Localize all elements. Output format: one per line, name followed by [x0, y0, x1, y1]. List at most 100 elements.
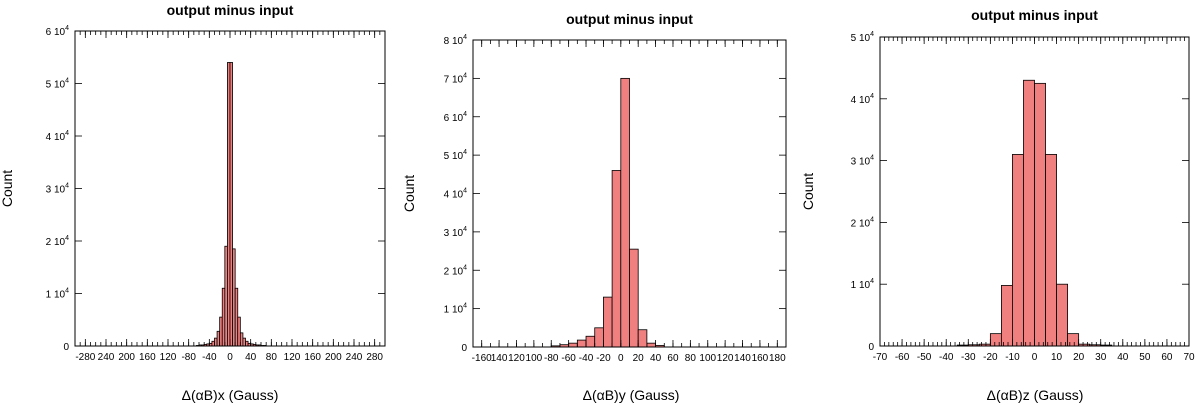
y-tick-label: 2 104: [851, 216, 874, 229]
chart-panel-y: output minus input -160 140 120 100 -80 -60 -40…: [400, 0, 800, 405]
y-tick-label: 8 104: [444, 34, 467, 47]
y-tick-label: 2 104: [444, 264, 467, 277]
y-tick-mantissa: 0: [868, 342, 874, 353]
y-tick-exponent: 4: [463, 264, 467, 271]
y-axis-label: Count: [800, 173, 816, 210]
y-tick-exponent: 4: [65, 288, 69, 295]
y-tick-mantissa: 4 10: [46, 132, 66, 143]
bar-6: [603, 296, 613, 348]
y-tick-label: 5 104: [444, 149, 467, 162]
y-tick-mantissa: 6 10: [444, 113, 464, 124]
bar-8: [1045, 154, 1057, 347]
y-tick-exponent: 4: [463, 303, 467, 310]
bar-9: [629, 248, 639, 348]
y-tick-exponent: 4: [463, 72, 467, 79]
x-tick-label: 140: [734, 353, 751, 364]
x-tick-label: 100: [526, 353, 543, 364]
x-tick-label: 80: [685, 353, 697, 364]
y-tick-mantissa: 5 10: [444, 151, 464, 162]
y-tick-label: 1 104: [46, 288, 69, 301]
y-tick-label: 7 104: [444, 72, 467, 85]
x-tick-label: -20: [983, 352, 998, 363]
x-axis-label: Δ(αB)y (Gauss): [583, 387, 680, 403]
x-tick-label: 240: [98, 352, 115, 363]
chart-panel-x: output minus input -280 240 200 160 120 -80 -40…: [0, 0, 400, 405]
x-tick-label: -30: [961, 352, 976, 363]
bar-7: [1034, 82, 1046, 347]
y-axis-label: Count: [401, 175, 417, 212]
y-tick-exponent: 4: [65, 130, 69, 137]
x-tick-label: 20: [1073, 352, 1085, 363]
bar-8: [620, 77, 630, 348]
x-tick-label: 50: [1139, 352, 1151, 363]
x-tick-label: 240: [346, 352, 363, 363]
x-tick-label: -280: [75, 352, 95, 363]
bar-9: [1056, 283, 1069, 347]
x-tick-label: 10: [1051, 352, 1063, 363]
x-tick-label: 180: [769, 353, 786, 364]
y-tick-label: 4 104: [46, 130, 69, 143]
y-tick-mantissa: 1 10: [46, 290, 66, 301]
x-tick-label: 160: [752, 353, 769, 364]
bar-5: [594, 327, 604, 348]
y-tick-label: 6 104: [444, 111, 467, 124]
y-tick-mantissa: 2 10: [444, 266, 464, 277]
bars-group: [196, 62, 267, 347]
x-tick-label: 280: [366, 352, 383, 363]
x-tick-label: 60: [1161, 352, 1173, 363]
y-tick-mantissa: 4 10: [851, 95, 871, 106]
histogram-y: output minus input-160 140 120 100 -80 -60 -40…: [401, 11, 787, 403]
x-tick-label: -80: [181, 352, 196, 363]
x-tick-label: 30: [1095, 352, 1107, 363]
x-minor-ticks: [879, 37, 1190, 346]
y-tick-label: 0: [63, 342, 69, 353]
bars-group: [550, 77, 665, 348]
y-tick-exponent: 4: [463, 111, 467, 118]
x-tick-label: 20: [633, 353, 645, 364]
y-tick-exponent: 4: [463, 226, 467, 233]
y-tick-label: 3 104: [851, 155, 874, 168]
y-tick-label: 1 104: [444, 303, 467, 316]
x-tick-label: 0: [618, 353, 624, 364]
x-tick-label: 160: [304, 352, 321, 363]
bar-5: [1012, 154, 1024, 347]
x-tick-label: 140: [491, 353, 508, 364]
y-tick-label: 3 104: [46, 183, 69, 196]
x-minor-ticks: [74, 31, 386, 346]
y-tick-label: 0: [461, 343, 467, 354]
x-tick-label: -40: [939, 352, 954, 363]
y-ticks: [880, 36, 1189, 347]
y-tick-exponent: 4: [870, 278, 874, 285]
x-tick-label: 120: [717, 353, 734, 364]
x-tick-label: 200: [118, 352, 135, 363]
x-tick-label: 0: [1032, 352, 1038, 363]
y-tick-mantissa: 3 10: [851, 157, 871, 168]
y-tick-mantissa: 1 10: [444, 305, 464, 316]
x-tick-label: 40: [245, 352, 257, 363]
chart-title: output minus input: [167, 2, 294, 18]
x-tick-label: -10: [1005, 352, 1020, 363]
y-tick-label: 5 104: [46, 78, 69, 91]
bar-3: [989, 333, 1002, 347]
x-tick-label: 60: [667, 353, 679, 364]
y-tick-label: 4 104: [851, 93, 874, 106]
y-tick-exponent: 4: [65, 183, 69, 190]
x-minor-ticks: [472, 40, 787, 347]
y-tick-mantissa: 3 10: [46, 185, 66, 196]
x-tick-label: 40: [1117, 352, 1129, 363]
x-tick-label: 100: [699, 353, 716, 364]
x-axis-label: Δ(αB)z (Gauss): [987, 387, 1084, 403]
y-tick-label: 5 104: [851, 31, 874, 44]
bar-4: [585, 335, 596, 348]
x-tick-label: -70: [873, 352, 888, 363]
y-tick-exponent: 4: [65, 235, 69, 242]
bar-10: [637, 329, 648, 348]
chart-title: output minus input: [566, 11, 693, 27]
y-tick-exponent: 4: [463, 34, 467, 41]
x-tick-label: -80: [544, 353, 559, 364]
y-tick-label: 0: [868, 342, 874, 353]
y-tick-label: 4 104: [444, 188, 467, 201]
y-tick-mantissa: 4 10: [444, 190, 464, 201]
x-tick-label: 40: [650, 353, 662, 364]
y-tick-mantissa: 7 10: [444, 74, 464, 85]
